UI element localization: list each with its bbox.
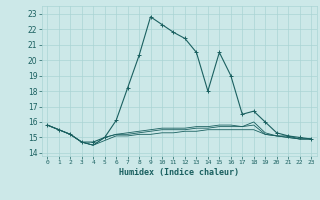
X-axis label: Humidex (Indice chaleur): Humidex (Indice chaleur) bbox=[119, 168, 239, 177]
